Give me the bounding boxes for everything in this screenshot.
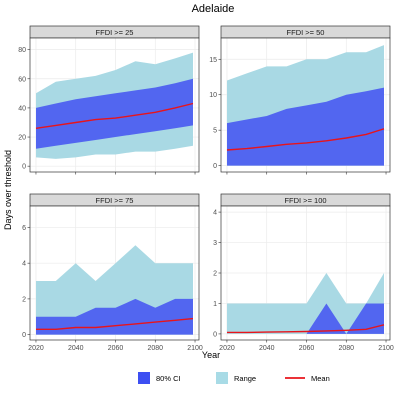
y-tick-label: 5 bbox=[213, 128, 217, 135]
panel-strip-label: FFDI >= 25 bbox=[96, 28, 134, 37]
x-tick-label: 2020 bbox=[219, 345, 235, 352]
x-tick-label: 2060 bbox=[299, 345, 315, 352]
x-tick-label: 2100 bbox=[187, 345, 203, 352]
legend-item-1: Range bbox=[216, 372, 256, 384]
legend-swatch bbox=[216, 372, 228, 384]
panel-0: FFDI >= 25 0 20 40 60 80 bbox=[18, 25, 200, 175]
panel-strip-label: FFDI >= 50 bbox=[287, 28, 325, 37]
range-band bbox=[227, 273, 384, 334]
legend-item-2: Mean bbox=[285, 374, 330, 383]
y-tick-label: 10 bbox=[209, 92, 217, 99]
y-tick-label: 0 bbox=[22, 164, 26, 171]
legend-item-0: 80% CI bbox=[138, 372, 181, 384]
y-tick-label: 15 bbox=[209, 57, 217, 64]
mean-line bbox=[226, 128, 385, 151]
y-axis-title: Days over threshold bbox=[3, 150, 13, 230]
ci-band bbox=[36, 78, 193, 149]
legend-label: Range bbox=[234, 374, 256, 383]
y-tick-label: 3 bbox=[213, 240, 217, 247]
x-tick-label: 2060 bbox=[108, 345, 124, 352]
legend-label: 80% CI bbox=[156, 374, 181, 383]
y-tick-label: 0 bbox=[213, 331, 217, 338]
panel-strip-label: FFDI >= 75 bbox=[96, 196, 134, 205]
x-tick-label: 2080 bbox=[338, 345, 354, 352]
y-tick-label: 4 bbox=[213, 210, 217, 217]
chart-title: Adelaide bbox=[192, 3, 235, 15]
y-tick-label: 6 bbox=[22, 225, 26, 232]
panel-3: FFDI >= 100 0 1 2 3 4 2020 2040 2060 2080 2100 bbox=[213, 193, 394, 352]
y-tick-label: 0 bbox=[213, 163, 217, 170]
panel-border bbox=[29, 205, 200, 341]
mean-line bbox=[227, 324, 385, 334]
x-tick-label: 2040 bbox=[259, 345, 275, 352]
legend: 80% CI Range Mean bbox=[138, 372, 330, 384]
y-tick-label: 80 bbox=[18, 47, 26, 54]
y-tick-label: 2 bbox=[22, 296, 26, 303]
panel-strip-label: FFDI >= 100 bbox=[284, 196, 326, 205]
ci-band bbox=[36, 298, 193, 335]
y-tick-label: 0 bbox=[22, 332, 26, 339]
x-axis-title: Year bbox=[202, 350, 220, 360]
panel-1: FFDI >= 50 0 5 10 15 bbox=[209, 25, 391, 175]
y-tick-label: 20 bbox=[18, 135, 26, 142]
panel-border bbox=[220, 37, 391, 173]
panel-border bbox=[29, 37, 200, 173]
legend-swatch bbox=[138, 372, 150, 384]
x-tick-label: 2100 bbox=[378, 345, 394, 352]
y-tick-label: 1 bbox=[213, 301, 217, 308]
y-tick-label: 2 bbox=[213, 271, 217, 278]
mean-line bbox=[36, 317, 194, 330]
legend-label: Mean bbox=[311, 374, 330, 383]
x-tick-label: 2020 bbox=[28, 345, 44, 352]
y-tick-label: 40 bbox=[18, 105, 26, 112]
ci-band bbox=[227, 303, 384, 334]
y-tick-label: 4 bbox=[22, 261, 26, 268]
y-tick-label: 60 bbox=[18, 76, 26, 83]
mean-line bbox=[35, 102, 194, 129]
x-tick-label: 2080 bbox=[147, 345, 163, 352]
x-tick-label: 2040 bbox=[68, 345, 84, 352]
panel-2: FFDI >= 75 0 2 4 6 2020 2040 2060 2080 2100 bbox=[22, 193, 203, 352]
